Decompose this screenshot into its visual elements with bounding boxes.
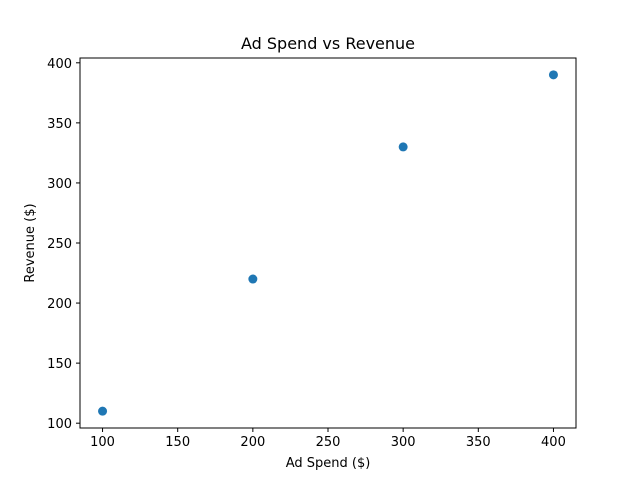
scatter-point <box>548 70 558 80</box>
y-tick-label: 150 <box>47 357 72 372</box>
y-tick-label: 400 <box>47 57 72 72</box>
scatter-points <box>98 70 558 416</box>
x-tick-label: 350 <box>466 435 491 450</box>
x-tick-label: 300 <box>391 435 416 450</box>
y-axis-label: Revenue ($) <box>23 203 38 282</box>
x-tick-label: 200 <box>240 435 265 450</box>
x-tick-label: 100 <box>90 435 115 450</box>
x-tick-label: 400 <box>541 435 566 450</box>
scatter-point <box>398 142 408 152</box>
y-tick-label: 350 <box>47 117 72 132</box>
y-tick-label: 100 <box>47 417 72 432</box>
x-axis-ticks: 100 150 200 250 300 350 400 <box>90 428 566 450</box>
y-tick-label: 300 <box>47 177 72 192</box>
y-axis-ticks: 100 150 200 250 300 350 400 <box>47 57 80 432</box>
x-tick-label: 150 <box>165 435 190 450</box>
y-tick-label: 200 <box>47 297 72 312</box>
plot-frame <box>79 57 577 429</box>
x-axis-label: Ad Spend ($) <box>286 456 371 471</box>
chart-title: Ad Spend vs Revenue <box>241 34 415 53</box>
scatter-point <box>248 274 258 284</box>
x-tick-label: 250 <box>316 435 341 450</box>
scatter-point <box>98 406 108 416</box>
y-tick-label: 250 <box>47 237 72 252</box>
